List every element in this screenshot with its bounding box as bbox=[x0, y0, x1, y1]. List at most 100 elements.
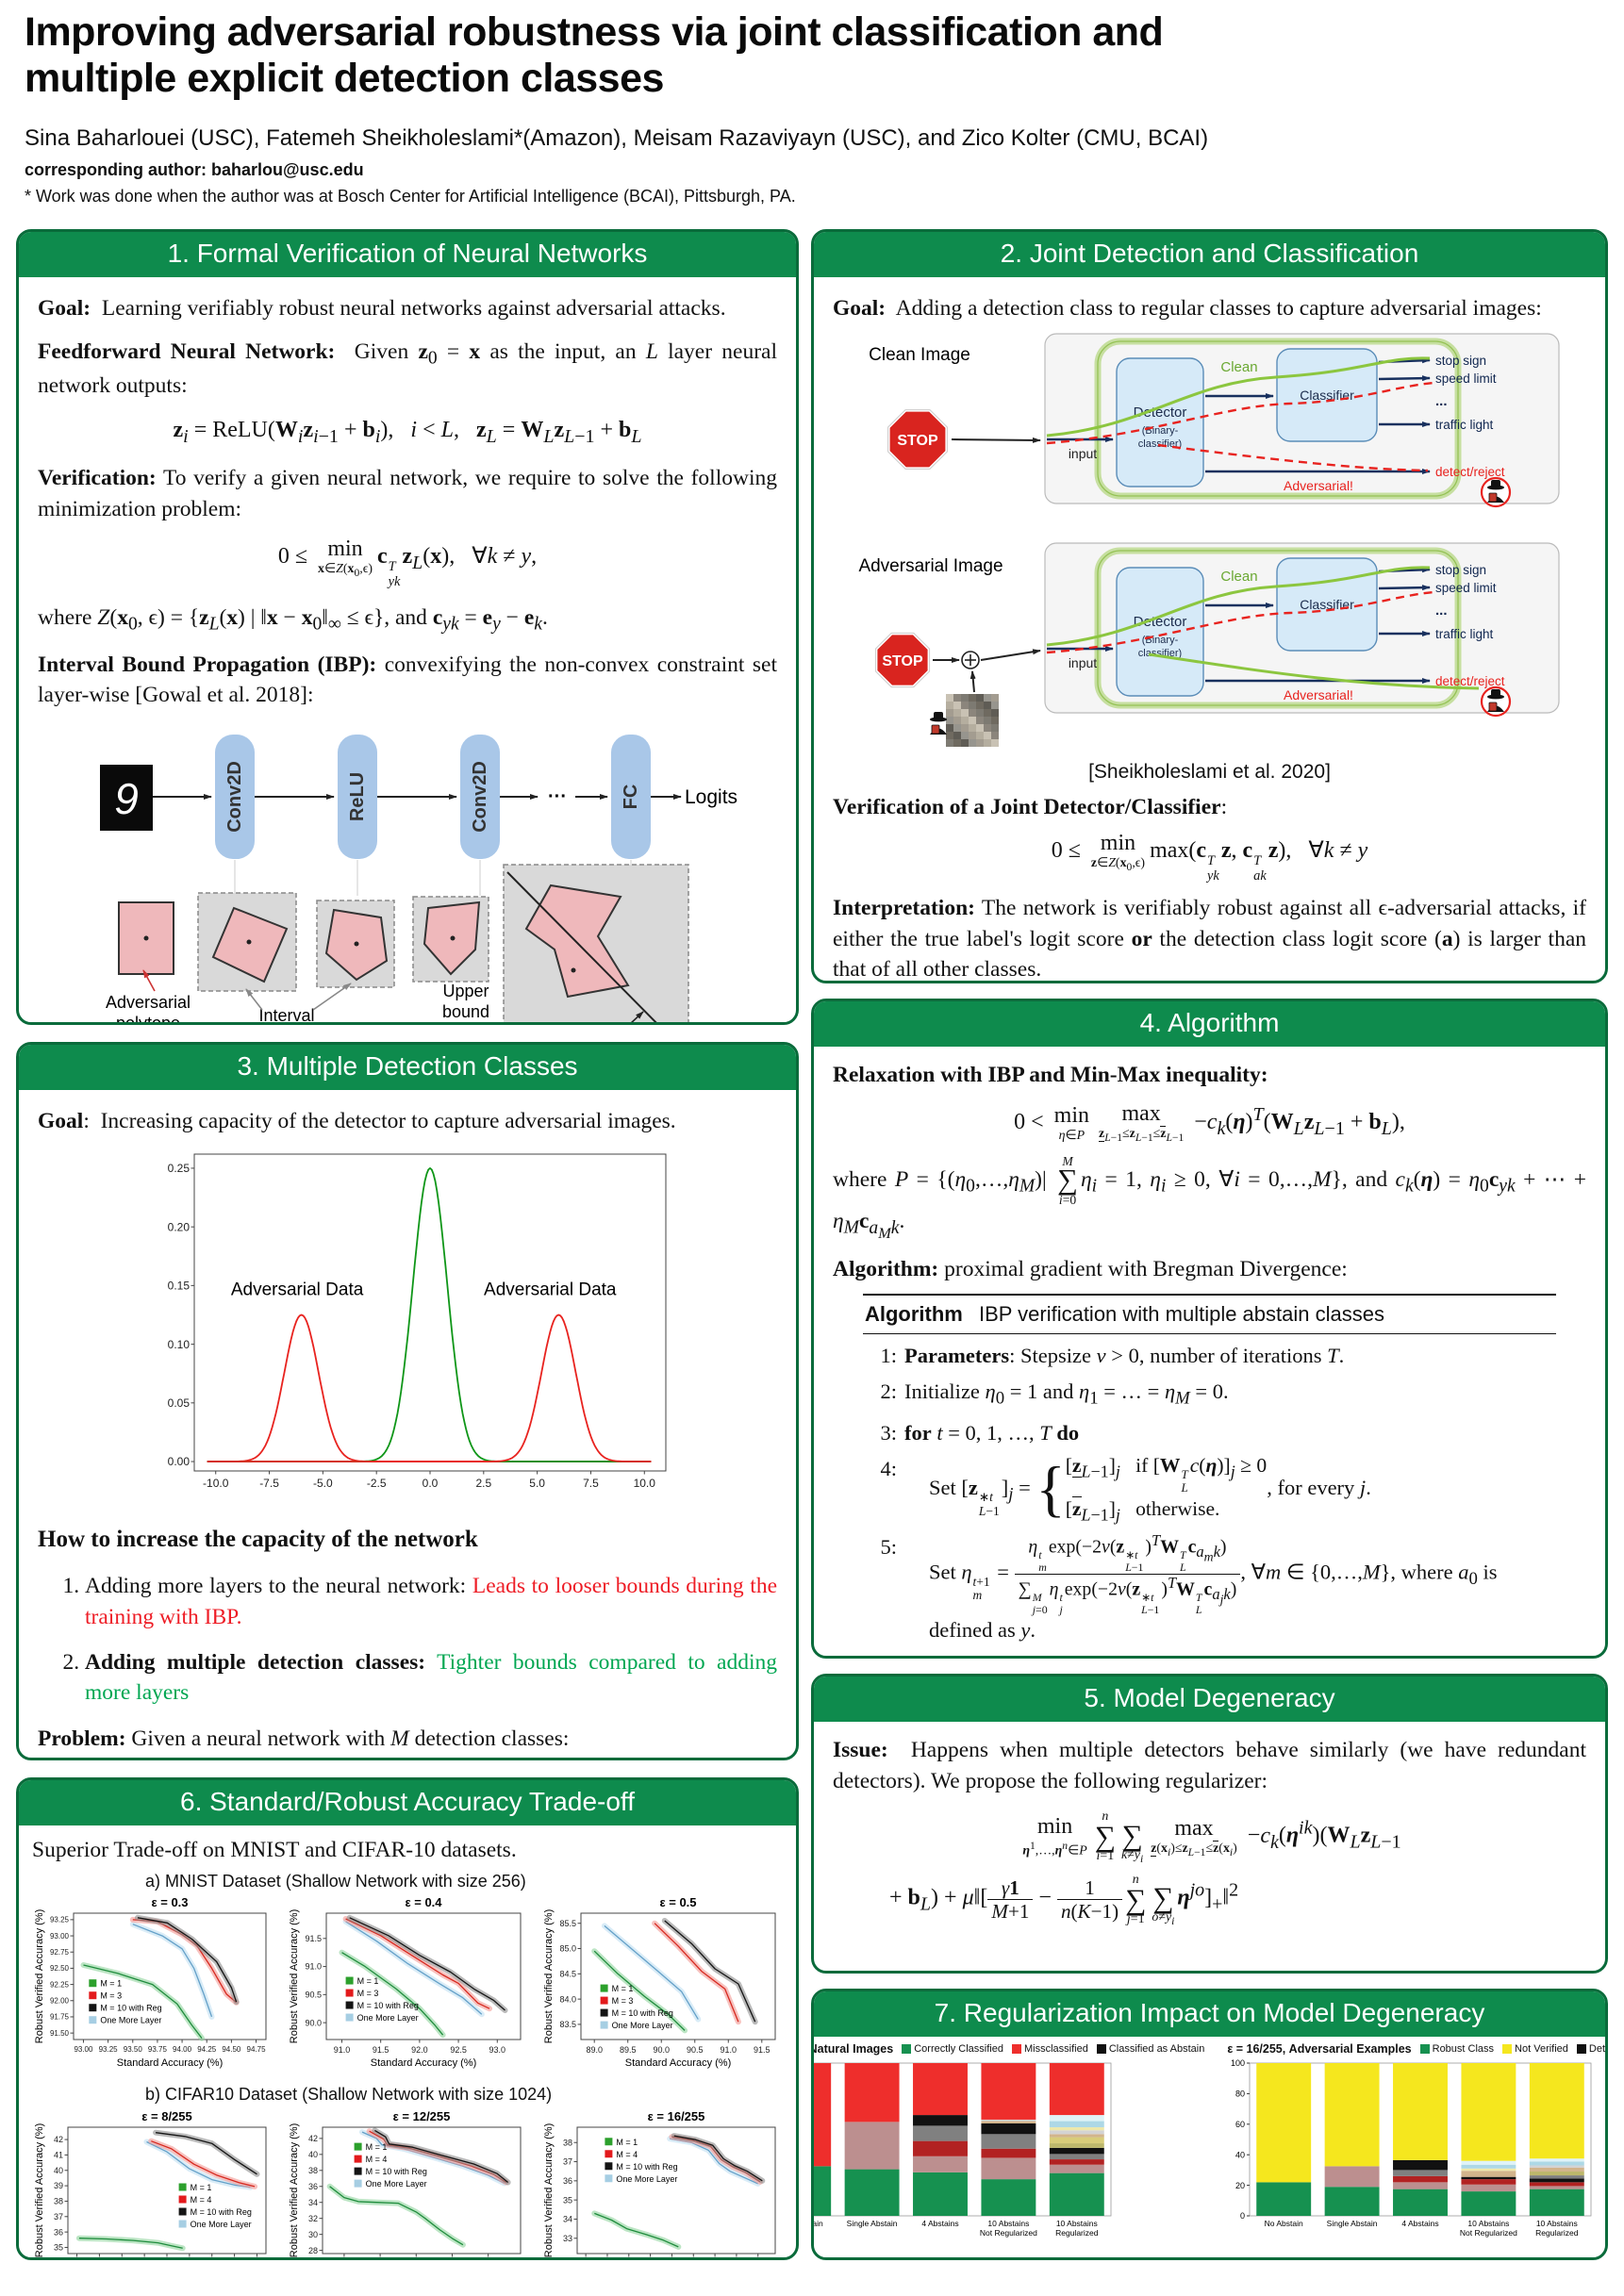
svg-text:Not Regularized: Not Regularized bbox=[1460, 2228, 1517, 2238]
svg-text:10 Abstains: 10 Abstains bbox=[1536, 2219, 1578, 2228]
svg-text:M = 1: M = 1 bbox=[612, 1984, 634, 1993]
s1-goal: Goal: Learning verifiably robust neural … bbox=[38, 296, 726, 322]
svg-text:38: 38 bbox=[563, 2138, 572, 2147]
algorithm-box: Algorithm IBP verification with multiple… bbox=[862, 1294, 1557, 1657]
svg-text:44: 44 bbox=[162, 2259, 172, 2261]
svg-text:M = 1: M = 1 bbox=[357, 1976, 379, 1986]
svg-text:Upper: Upper bbox=[442, 982, 489, 1000]
svg-text:92.75: 92.75 bbox=[50, 1948, 70, 1957]
cifar-plot-row: 40 41 42 43 44 45 46 47 48 35 36 37 38 39 40 41 42 ε = 8/… bbox=[32, 2108, 783, 2261]
svg-text:Conv2D: Conv2D bbox=[470, 761, 490, 833]
svg-text:bound: bound bbox=[442, 1002, 489, 1021]
cifar-plot-eps16: 37 38 39 40 41 42 43 44 45 33 34 35 36 37 38 ε = 16/255… bbox=[543, 2108, 781, 2261]
svg-text:91.0: 91.0 bbox=[721, 2045, 737, 2055]
svg-text:9: 9 bbox=[114, 774, 139, 823]
svg-text:20: 20 bbox=[1235, 2181, 1245, 2190]
svg-text:speed limit: speed limit bbox=[1435, 581, 1497, 595]
svg-text:39: 39 bbox=[624, 2259, 634, 2261]
svg-text:One More Layer: One More Layer bbox=[100, 2016, 161, 2025]
svg-text:92.00: 92.00 bbox=[50, 1997, 70, 2006]
svg-text:classifier): classifier) bbox=[1138, 438, 1182, 450]
svg-text:40: 40 bbox=[646, 2259, 655, 2261]
svg-text:input: input bbox=[1069, 655, 1097, 670]
svg-text:90.0: 90.0 bbox=[305, 2019, 322, 2028]
mnist-plot-row: 93.00 93.25 93.50 93.75 94.00 94.25 94.50 94.75… bbox=[32, 1894, 783, 2078]
s3-goal: Goal: Increasing capacity of the detecto… bbox=[38, 1109, 676, 1134]
svg-text:Adversarial!: Adversarial! bbox=[1284, 687, 1353, 702]
svg-text:traffic light: traffic light bbox=[1435, 627, 1494, 641]
svg-text:0.15: 0.15 bbox=[168, 1279, 191, 1292]
svg-text:91.0: 91.0 bbox=[334, 2045, 351, 2055]
svg-text:Robust Verified Accuracy (%): Robust Verified Accuracy (%) bbox=[289, 1909, 300, 2043]
svg-text:Standard Accuracy (%): Standard Accuracy (%) bbox=[625, 2057, 732, 2069]
svg-text:STOP: STOP bbox=[882, 653, 923, 669]
section-2-body: Goal: Adding a detection class to regula… bbox=[814, 277, 1605, 983]
svg-text:94.50: 94.50 bbox=[222, 2045, 241, 2054]
section-1-formal-verification: 1. Formal Verification of Neural Network… bbox=[16, 229, 799, 1026]
svg-text:44: 44 bbox=[732, 2259, 741, 2261]
svg-text:M = 1: M = 1 bbox=[100, 1979, 122, 1989]
svg-text:41: 41 bbox=[667, 2259, 676, 2261]
svg-text:91.50: 91.50 bbox=[50, 2029, 70, 2038]
algorithm-line-3: 3: for t = 0, 1, …, T do bbox=[863, 1418, 1556, 1447]
section-4-body: Relaxation with IBP and Min-Max inequali… bbox=[814, 1047, 1605, 1657]
svg-text:ε = 16/255: ε = 16/255 bbox=[648, 2109, 705, 2123]
cifar-plot-eps8: 40 41 42 43 44 45 46 47 48 35 36 37 38 39 40 41 42 ε = 8/… bbox=[34, 2108, 272, 2261]
svg-text:42: 42 bbox=[117, 2259, 126, 2261]
svg-text:91.5: 91.5 bbox=[754, 2045, 771, 2055]
svg-text:0.05: 0.05 bbox=[168, 1396, 191, 1410]
svg-text:44: 44 bbox=[447, 2259, 456, 2261]
section-3-body: Goal: Increasing capacity of the detecto… bbox=[19, 1090, 796, 1758]
svg-text:38: 38 bbox=[54, 2196, 63, 2205]
svg-text:ReLU: ReLU bbox=[347, 772, 368, 821]
section-6-header: 6. Standard/Robust Accuracy Trade-off bbox=[19, 1780, 796, 1826]
mnist-plot-eps04: 91.0 91.5 92.0 92.5 93.0 90.0 90.5 91.0 91.5 ε = … bbox=[289, 1894, 526, 2078]
svg-text:85.0: 85.0 bbox=[559, 1944, 576, 1954]
svg-text:Adversarial Data: Adversarial Data bbox=[231, 1280, 364, 1299]
svg-text:41: 41 bbox=[54, 2150, 63, 2159]
svg-text:-5.0: -5.0 bbox=[313, 1477, 333, 1490]
svg-text:45: 45 bbox=[185, 2259, 194, 2261]
svg-text:90.0: 90.0 bbox=[653, 2045, 670, 2055]
svg-text:37: 37 bbox=[563, 2156, 572, 2166]
algorithm-line-1: 1: Parameters: Stepsize ν > 0, number of … bbox=[863, 1341, 1556, 1370]
svg-text:ε = 0.5: ε = 0.5 bbox=[659, 1895, 696, 1909]
svg-text:33: 33 bbox=[563, 2234, 572, 2243]
s3-item-detection-classes: Adding multiple detection classes: Tight… bbox=[85, 1647, 777, 1709]
s6-intro: Superior Trade-off on MNIST and CIFAR-10… bbox=[32, 1838, 517, 1863]
section-5-body: Issue: Happens when multiple detectors b… bbox=[814, 1722, 1605, 1942]
section-1-header: 1. Formal Verification of Neural Network… bbox=[19, 232, 796, 278]
s3-item-more-layers: Adding more layers to the neural network… bbox=[85, 1571, 777, 1632]
svg-text:36: 36 bbox=[563, 2176, 572, 2186]
svg-text:45: 45 bbox=[754, 2259, 763, 2261]
svg-text:10 Abstains: 10 Abstains bbox=[1468, 2219, 1510, 2228]
svg-text:84.0: 84.0 bbox=[559, 1995, 576, 2005]
s2-goal: Goal: Adding a detection class to regula… bbox=[833, 296, 1542, 322]
svg-text:90.5: 90.5 bbox=[305, 1990, 322, 2000]
svg-text:92.5: 92.5 bbox=[450, 2045, 467, 2055]
svg-text:43: 43 bbox=[140, 2259, 149, 2261]
s2-interpretation: Interpretation: The network is verifiabl… bbox=[833, 896, 1587, 983]
svg-text:One More Layer: One More Layer bbox=[357, 2013, 419, 2023]
svg-text:stop sign: stop sign bbox=[1435, 563, 1486, 577]
svg-text:90.5: 90.5 bbox=[687, 2045, 704, 2055]
svg-text:Interval: Interval bbox=[258, 1006, 314, 1025]
svg-text:Detector: Detector bbox=[1134, 405, 1187, 421]
svg-text:46: 46 bbox=[207, 2259, 217, 2261]
svg-text:93.50: 93.50 bbox=[124, 2045, 143, 2054]
title-line-2: multiple explicit detection classes bbox=[25, 55, 664, 101]
line-number: 6: bbox=[863, 1651, 904, 1656]
section-2-header: 2. Joint Detection and Classification bbox=[814, 232, 1605, 278]
svg-text:10 Abstains: 10 Abstains bbox=[1056, 2219, 1098, 2228]
svg-text:classifier): classifier) bbox=[1138, 648, 1182, 659]
svg-text:One More Layer: One More Layer bbox=[366, 2179, 427, 2189]
title-line-1: Improving adversarial robustness via joi… bbox=[25, 9, 1164, 55]
svg-text:47: 47 bbox=[230, 2259, 240, 2261]
corresponding-author: corresponding author: baharlou@usc.edu bbox=[25, 160, 364, 180]
svg-text:0: 0 bbox=[1240, 2211, 1245, 2221]
svg-text:stop sign: stop sign bbox=[1435, 354, 1486, 368]
svg-text:0.20: 0.20 bbox=[168, 1220, 191, 1233]
